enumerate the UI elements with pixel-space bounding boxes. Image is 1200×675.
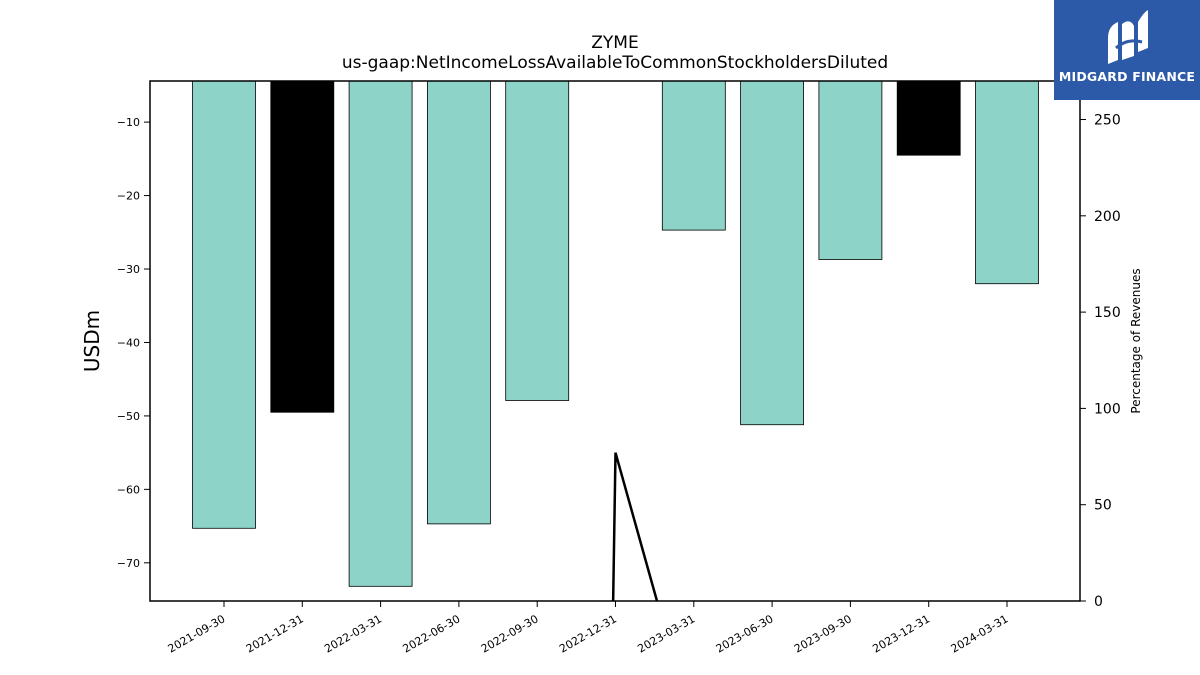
- y-tick-label: −40: [117, 336, 140, 349]
- chart-subtitle: us-gaap:NetIncomeLossAvailableToCommonSt…: [342, 53, 888, 73]
- x-tick-label: 2021-12-31: [244, 612, 306, 655]
- y2-axis-label: Percentage of Revenues: [1129, 268, 1143, 413]
- y2-tick-label: 100: [1094, 401, 1121, 417]
- y2-tick-label: 0: [1094, 594, 1103, 610]
- y-tick-label: −20: [117, 190, 140, 203]
- y-tick-label: −70: [117, 557, 140, 570]
- y-tick-label: −60: [117, 483, 140, 496]
- x-tick-label: 2023-12-31: [870, 612, 932, 655]
- logo-badge: MIDGARD FINANCE: [1054, 0, 1200, 100]
- percentage-line-group: [611, 452, 659, 602]
- x-tick-label: 2022-03-31: [322, 612, 384, 655]
- x-tick-label: 2022-09-30: [479, 612, 541, 655]
- logo-text: MIDGARD FINANCE: [1058, 69, 1196, 84]
- bar-2021-12-31: [270, 80, 335, 413]
- y2-tick-label: 200: [1094, 209, 1121, 225]
- x-axis: 2021-09-30 2021-12-31 2022-03-31 2022-06-30…: [166, 601, 1011, 656]
- bars-group: [192, 80, 1039, 587]
- y-tick-label: −10: [117, 116, 140, 129]
- chart-title: ZYME: [591, 33, 638, 53]
- x-tick-label: 2023-09-30: [792, 612, 854, 655]
- y2-tick-label: 150: [1094, 305, 1121, 321]
- y-axis-label: USDm: [80, 310, 104, 372]
- bar-2023-12-31: [896, 80, 961, 156]
- x-tick-label: 2022-06-30: [401, 612, 463, 655]
- bar-2023-09-30: [818, 80, 883, 260]
- bar-2023-06-30: [740, 80, 804, 426]
- bar-2022-03-31: [348, 80, 413, 587]
- y-tick-label: −30: [117, 263, 140, 276]
- percentage-line: [611, 452, 659, 602]
- x-tick-label: 2022-12-31: [557, 612, 619, 655]
- bar-2022-06-30: [426, 80, 491, 525]
- midgard-logo-icon: [1108, 10, 1148, 64]
- x-tick-label: 2024-03-31: [949, 612, 1011, 655]
- bar-2021-09-30: [192, 80, 256, 529]
- bar-2022-09-30: [505, 80, 570, 401]
- x-tick-label: 2023-06-30: [714, 612, 776, 655]
- bar-2024-03-31: [975, 80, 1039, 285]
- y-axis-left: −70 −60 −50 −40 −30 −20 −10: [117, 116, 150, 570]
- x-tick-label: 2023-03-31: [635, 612, 697, 655]
- x-tick-label: 2021-09-30: [166, 612, 228, 655]
- y-axis-right: 0 50 100 150 200 250: [1080, 113, 1121, 610]
- y-tick-label: −50: [117, 410, 140, 423]
- y2-tick-label: 50: [1094, 498, 1112, 514]
- bar-2023-03-31: [661, 80, 726, 231]
- y2-tick-label: 250: [1094, 113, 1121, 129]
